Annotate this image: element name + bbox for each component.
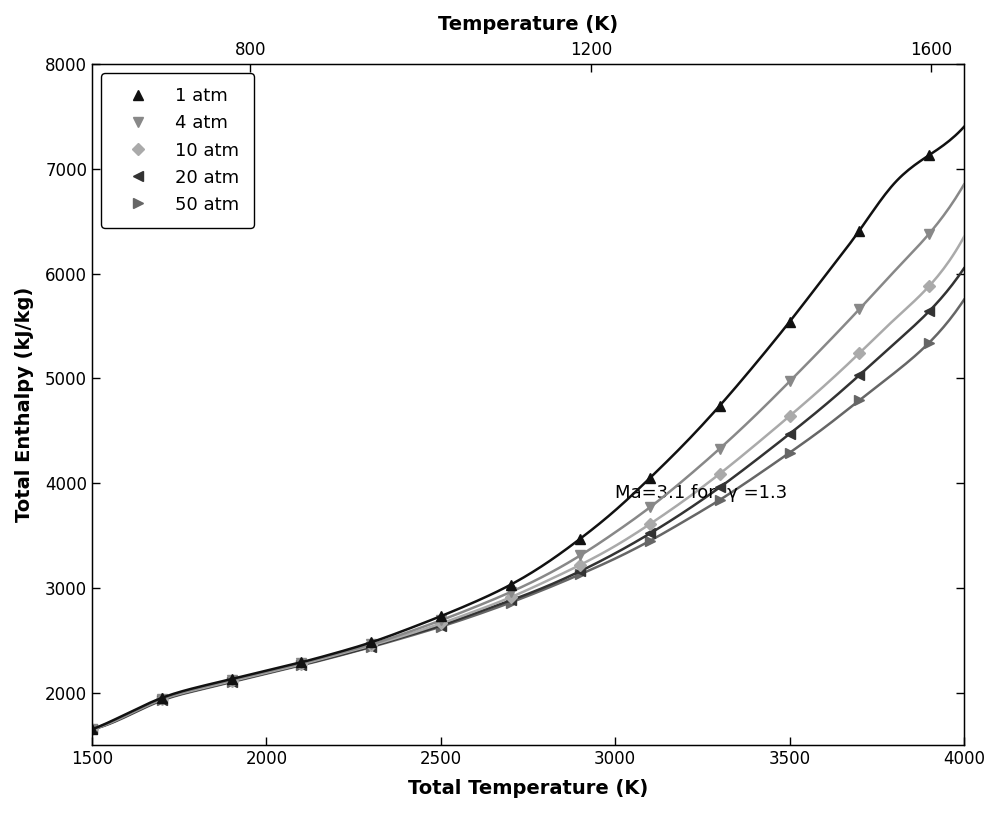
4 atm xyxy=(923,228,935,238)
4 atm xyxy=(644,502,656,512)
50 atm xyxy=(365,642,377,652)
4 atm xyxy=(714,444,726,454)
20 atm xyxy=(295,660,307,670)
4 atm xyxy=(156,694,168,704)
50 atm xyxy=(86,724,98,734)
20 atm xyxy=(156,695,168,705)
50 atm xyxy=(853,395,865,405)
10 atm xyxy=(784,411,796,421)
20 atm xyxy=(784,429,796,439)
Line: 10 atm: 10 atm xyxy=(88,282,933,733)
50 atm xyxy=(505,598,517,607)
Line: 4 atm: 4 atm xyxy=(87,228,934,734)
50 atm xyxy=(435,622,447,632)
20 atm xyxy=(853,370,865,380)
4 atm xyxy=(226,675,238,685)
10 atm xyxy=(923,281,935,291)
4 atm xyxy=(86,724,98,734)
1 atm xyxy=(784,317,796,327)
20 atm xyxy=(86,724,98,734)
1 atm xyxy=(156,693,168,702)
50 atm xyxy=(644,536,656,546)
Legend: 1 atm, 4 atm, 10 atm, 20 atm, 50 atm: 1 atm, 4 atm, 10 atm, 20 atm, 50 atm xyxy=(101,73,254,228)
1 atm xyxy=(435,611,447,621)
10 atm xyxy=(226,676,238,686)
10 atm xyxy=(156,694,168,704)
X-axis label: Temperature (K): Temperature (K) xyxy=(438,15,618,34)
1 atm xyxy=(365,637,377,647)
50 atm xyxy=(295,660,307,670)
10 atm xyxy=(86,724,98,734)
20 atm xyxy=(226,676,238,686)
1 atm xyxy=(644,473,656,483)
20 atm xyxy=(923,307,935,316)
20 atm xyxy=(505,596,517,606)
1 atm xyxy=(295,658,307,667)
50 atm xyxy=(226,677,238,687)
1 atm xyxy=(505,580,517,589)
20 atm xyxy=(574,566,586,576)
50 atm xyxy=(156,696,168,706)
10 atm xyxy=(574,560,586,570)
4 atm xyxy=(435,615,447,625)
10 atm xyxy=(644,519,656,528)
4 atm xyxy=(295,659,307,668)
20 atm xyxy=(714,482,726,492)
10 atm xyxy=(295,659,307,669)
20 atm xyxy=(644,528,656,538)
50 atm xyxy=(784,448,796,458)
20 atm xyxy=(435,620,447,630)
Y-axis label: Total Enthalpy (kJ/kg): Total Enthalpy (kJ/kg) xyxy=(15,287,34,522)
1 atm xyxy=(86,724,98,734)
1 atm xyxy=(853,226,865,236)
1 atm xyxy=(574,534,586,544)
4 atm xyxy=(574,550,586,560)
50 atm xyxy=(923,338,935,348)
Text: Ma=3.1 for  γ =1.3: Ma=3.1 for γ =1.3 xyxy=(615,484,787,502)
10 atm xyxy=(853,348,865,358)
1 atm xyxy=(714,401,726,411)
1 atm xyxy=(923,150,935,160)
Line: 1 atm: 1 atm xyxy=(87,150,934,734)
X-axis label: Total Temperature (K): Total Temperature (K) xyxy=(408,779,648,798)
Line: 20 atm: 20 atm xyxy=(87,307,934,734)
50 atm xyxy=(714,495,726,505)
10 atm xyxy=(435,619,447,628)
10 atm xyxy=(505,593,517,602)
20 atm xyxy=(365,641,377,651)
10 atm xyxy=(365,641,377,650)
4 atm xyxy=(505,587,517,597)
4 atm xyxy=(784,376,796,386)
4 atm xyxy=(853,304,865,314)
4 atm xyxy=(365,640,377,650)
50 atm xyxy=(574,569,586,579)
10 atm xyxy=(714,469,726,479)
Line: 50 atm: 50 atm xyxy=(87,338,934,734)
1 atm xyxy=(226,674,238,684)
